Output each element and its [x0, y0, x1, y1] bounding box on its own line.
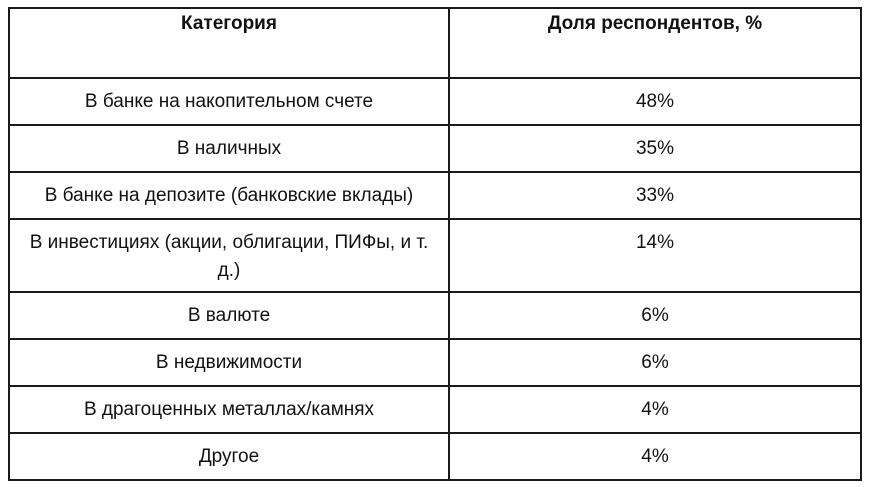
share-cell: 6% — [448, 338, 862, 387]
table-row: В банке на накопительном счете 48% — [8, 77, 862, 126]
table-row: В валюте 6% — [8, 291, 862, 340]
category-cell: Другое — [8, 432, 450, 481]
share-cell: 35% — [448, 124, 862, 173]
header-share: Доля респондентов, % — [448, 7, 862, 79]
category-cell: В инвестициях (акции, облигации, ПИФы, и… — [8, 218, 450, 293]
share-cell: 48% — [448, 77, 862, 126]
share-cell: 6% — [448, 291, 862, 340]
category-cell: В драгоценных металлах/камнях — [8, 385, 450, 434]
survey-table: Категория Доля респондентов, % В банке н… — [8, 7, 862, 481]
category-cell: В банке на депозите (банковские вклады) — [8, 171, 450, 220]
table-row: В недвижимости 6% — [8, 338, 862, 387]
table-row: Другое 4% — [8, 432, 862, 481]
share-cell: 4% — [448, 385, 862, 434]
table-header-row: Категория Доля респондентов, % — [8, 7, 862, 79]
table-row: В банке на депозите (банковские вклады) … — [8, 171, 862, 220]
category-cell: В недвижимости — [8, 338, 450, 387]
table-row: В драгоценных металлах/камнях 4% — [8, 385, 862, 434]
category-cell: В наличных — [8, 124, 450, 173]
share-cell: 33% — [448, 171, 862, 220]
table-row: В инвестициях (акции, облигации, ПИФы, и… — [8, 218, 862, 293]
share-cell: 4% — [448, 432, 862, 481]
table-row: В наличных 35% — [8, 124, 862, 173]
category-cell: В валюте — [8, 291, 450, 340]
share-cell: 14% — [448, 218, 862, 293]
header-category: Категория — [8, 7, 450, 79]
category-cell: В банке на накопительном счете — [8, 77, 450, 126]
